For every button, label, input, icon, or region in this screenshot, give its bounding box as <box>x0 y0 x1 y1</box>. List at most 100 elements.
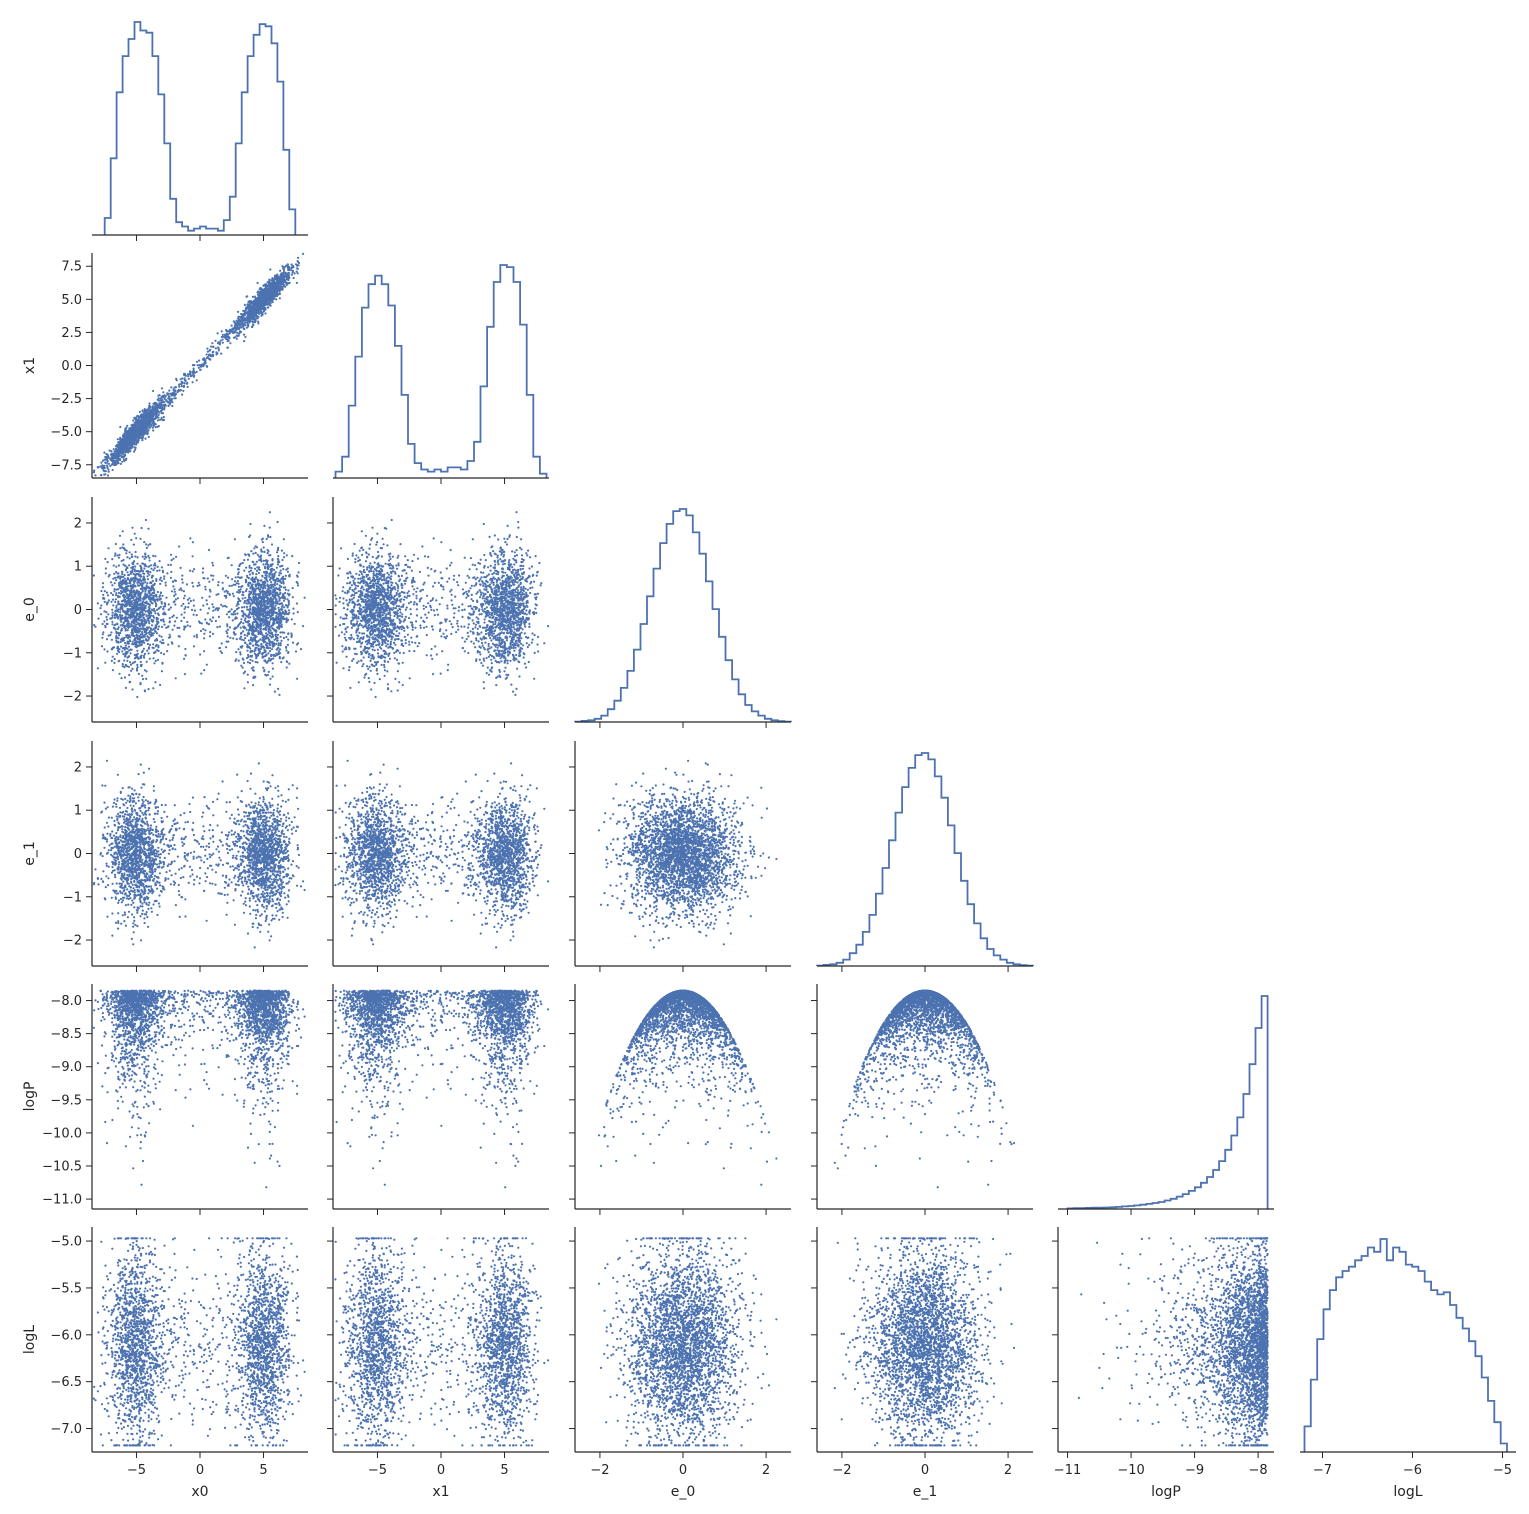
y-tick-label: 5.0 <box>61 293 82 308</box>
scatter-point <box>240 326 242 328</box>
scatter-point <box>162 391 164 393</box>
scatter-point <box>263 300 265 302</box>
scatter-point <box>271 282 273 284</box>
scatter-point <box>160 406 162 408</box>
scatter-point <box>151 419 153 421</box>
scatter-point <box>148 402 150 404</box>
scatter-point <box>120 440 122 442</box>
scatter-point <box>237 325 239 327</box>
scatter-point <box>292 271 294 273</box>
scatter-points-x1-vs-x0 <box>93 253 304 477</box>
scatter-point <box>103 452 105 454</box>
scatter-point <box>131 668 133 670</box>
scatter-point <box>117 438 119 440</box>
scatter-point <box>118 447 120 449</box>
scatter-point <box>244 314 246 316</box>
scatter-point <box>297 257 299 259</box>
scatter-point <box>293 277 295 279</box>
scatter-point <box>171 399 173 401</box>
scatter-point <box>163 407 165 409</box>
scatter-point <box>270 290 272 292</box>
scatter-point <box>161 580 163 582</box>
scatter-point <box>105 459 107 461</box>
scatter-point <box>273 279 275 281</box>
scatter-point <box>252 315 254 317</box>
scatter-point <box>142 417 144 419</box>
scatter-point <box>275 289 277 291</box>
scatter-point <box>233 337 235 339</box>
scatter-point <box>129 450 131 452</box>
scatter-point <box>102 460 104 462</box>
scatter-point <box>255 318 257 320</box>
scatter-point <box>188 378 190 380</box>
scatter-point <box>247 301 249 303</box>
scatter-point <box>144 653 146 655</box>
scatter-point <box>217 341 219 343</box>
scatter-point <box>238 319 240 321</box>
scatter-point <box>131 442 133 444</box>
scatter-point <box>243 570 245 572</box>
panel-x1-vs-x0: −7.5−5.0−2.50.02.55.07.5 <box>50 253 308 484</box>
scatter-point <box>245 296 247 298</box>
scatter-point <box>133 443 135 445</box>
scatter-point <box>258 291 260 293</box>
scatter-point <box>234 580 236 582</box>
scatter-point <box>105 470 107 472</box>
scatter-point <box>260 311 262 313</box>
scatter-point <box>175 393 177 395</box>
scatter-point <box>200 369 202 371</box>
scatter-point <box>148 427 150 429</box>
scatter-point <box>240 636 242 638</box>
scatter-point <box>102 466 104 468</box>
scatter-point <box>126 425 128 427</box>
scatter-point <box>161 404 163 406</box>
scatter-point <box>180 378 182 380</box>
scatter-point <box>142 434 144 436</box>
scatter-point <box>149 571 151 573</box>
scatter-point <box>127 432 129 434</box>
scatter-point <box>142 424 144 426</box>
scatter-point <box>268 283 270 285</box>
scatter-point <box>269 298 271 300</box>
scatter-point <box>283 556 285 558</box>
scatter-point <box>226 333 228 335</box>
scatter-point <box>97 667 99 669</box>
scatter-point <box>109 450 111 452</box>
scatter-point <box>156 416 158 418</box>
scatter-point <box>121 461 123 463</box>
scatter-point <box>247 312 249 314</box>
panel-x0-vs-x0 <box>92 22 308 241</box>
scatter-point <box>148 415 150 417</box>
scatter-point <box>225 575 227 577</box>
scatter-point <box>209 354 211 356</box>
scatter-point <box>147 425 149 427</box>
scatter-point <box>279 288 281 290</box>
scatter-point <box>146 409 148 411</box>
scatter-point <box>133 441 135 443</box>
scatter-point <box>140 432 142 434</box>
scatter-point <box>157 419 159 421</box>
scatter-point <box>134 449 136 451</box>
scatter-point <box>158 414 160 416</box>
scatter-point <box>260 313 262 315</box>
scatter-point <box>217 346 219 348</box>
scatter-point <box>152 429 154 431</box>
scatter-point <box>148 405 150 407</box>
scatter-point <box>238 586 240 588</box>
scatter-point <box>239 330 241 332</box>
scatter-point <box>115 464 117 466</box>
scatter-point <box>264 312 266 314</box>
scatter-point <box>119 459 121 461</box>
scatter-point <box>240 627 242 629</box>
scatter-point <box>145 432 147 434</box>
scatter-point <box>264 288 266 290</box>
scatter-point <box>121 456 123 458</box>
scatter-point <box>141 409 143 411</box>
scatter-point <box>206 357 208 359</box>
scatter-point <box>206 353 208 355</box>
scatter-point <box>268 303 270 305</box>
scatter-point <box>228 330 230 332</box>
scatter-point <box>297 268 299 270</box>
scatter-point <box>256 310 258 312</box>
scatter-point <box>284 279 286 281</box>
